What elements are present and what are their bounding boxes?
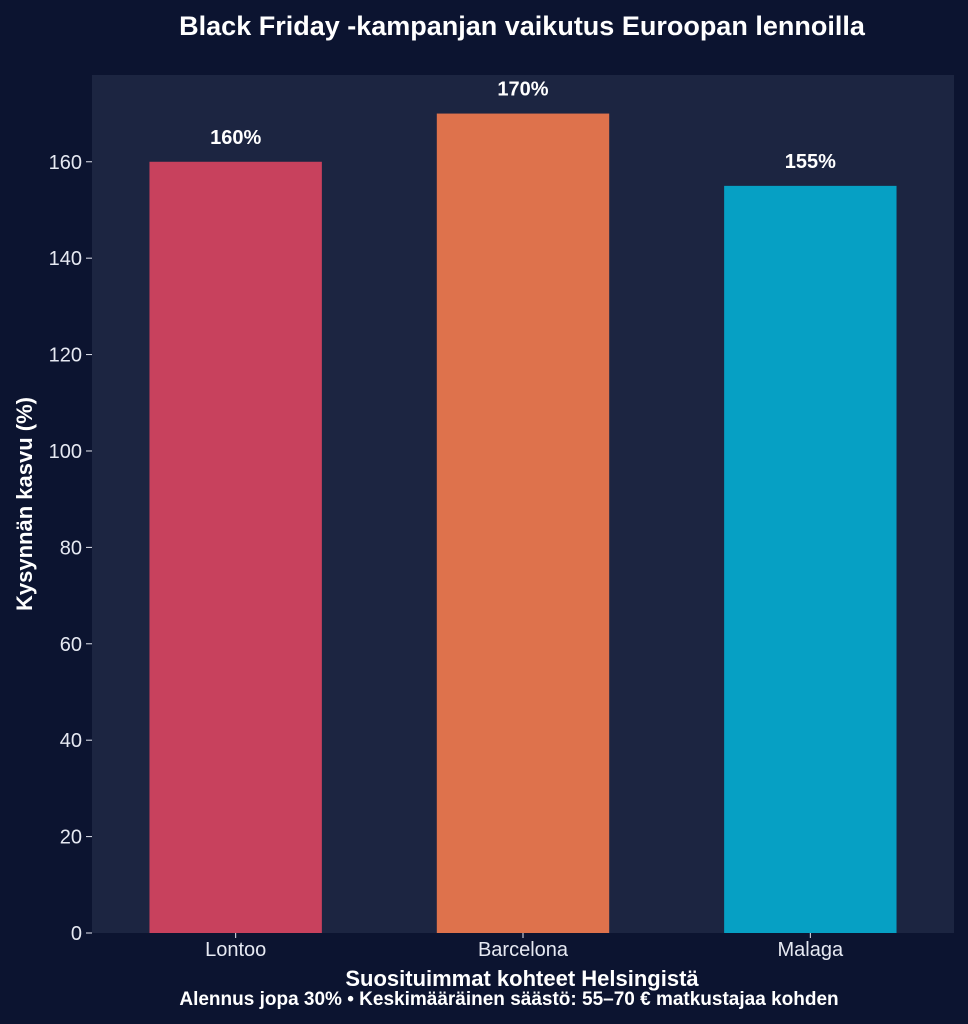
bar-barcelona [436, 113, 610, 934]
x-tick-label-malaga: Malaga [778, 939, 844, 961]
y-tick-label: 20 [60, 827, 82, 849]
y-axis-label: Kysynnän kasvu (%) [12, 397, 37, 611]
data-label-barcelona: 170% [497, 79, 548, 101]
bars [149, 113, 897, 934]
data-label-malaga: 155% [785, 151, 836, 173]
y-tick-label: 40 [60, 730, 82, 752]
x-axis-label: Suosituimmat kohteet Helsingistä [345, 966, 699, 991]
y-tick-label: 160 [49, 152, 82, 174]
y-tick-label: 120 [49, 345, 82, 367]
y-axis-ticks: 0 20 40 60 80 100 120 140 160 [49, 152, 92, 945]
bar-malaga [724, 185, 897, 933]
x-tick-label-lontoo: Lontoo [205, 939, 266, 961]
footnote: Alennus jopa 30% • Keskimääräinen säästö… [179, 989, 838, 1010]
y-tick-label: 140 [49, 248, 82, 270]
x-axis-ticks: Lontoo Barcelona Malaga [205, 933, 844, 961]
data-labels: 160% 170% 155% [210, 79, 836, 173]
y-tick-label: 80 [60, 537, 82, 559]
chart-title: Black Friday -kampanjan vaikutus Euroopa… [179, 11, 866, 41]
y-tick-label: 60 [60, 634, 82, 656]
bar-lontoo [149, 161, 322, 933]
y-tick-label: 100 [49, 441, 82, 463]
y-tick-label: 0 [71, 923, 82, 945]
data-label-lontoo: 160% [210, 127, 261, 149]
x-tick-label-barcelona: Barcelona [478, 939, 569, 961]
